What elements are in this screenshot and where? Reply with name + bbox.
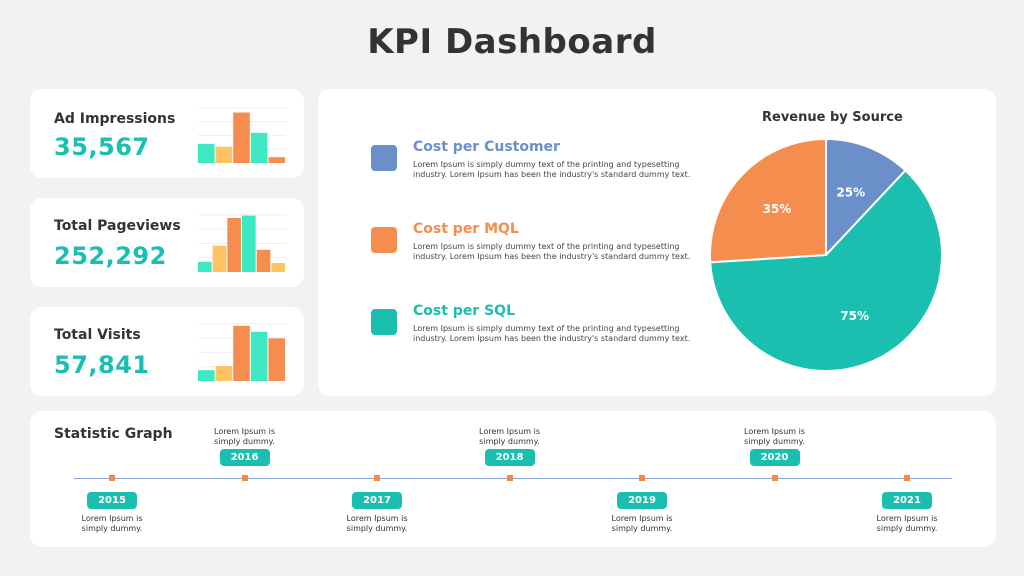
mini-chart-bar [256, 249, 271, 272]
timeline-note: Lorem Ipsum is simply dummy. [744, 427, 805, 446]
kpi-value: 35,567 [54, 133, 150, 161]
mini-chart-bar [233, 325, 250, 381]
kpi-value: 252,292 [54, 242, 167, 270]
timeline-year-badge: 2017 [352, 492, 402, 509]
mini-chart-bar [271, 263, 285, 272]
mini-chart-bar [198, 370, 215, 381]
timeline-year-badge: 2020 [749, 449, 800, 466]
mini-bar-chart [198, 214, 286, 272]
mini-chart-bar [198, 261, 212, 272]
mini-bar-chart [198, 107, 286, 163]
timeline-marker [109, 475, 115, 481]
timeline-marker [904, 475, 910, 481]
kpi-value: 57,841 [54, 351, 150, 379]
legend-swatch-customer [371, 145, 397, 171]
timeline-marker [241, 475, 248, 481]
legend-desc-customer: Lorem Ipsum is simply dummy text of the … [413, 160, 691, 179]
kpi-card-ad-impressions: Ad Impressions 35,567 [30, 89, 304, 178]
statistic-card: Statistic Graph 2015 Lorem Ipsum is simpl… [30, 411, 996, 547]
timeline-marker [506, 475, 513, 481]
kpi-label: Total Visits [54, 327, 141, 343]
timeline-note: Lorem Ipsum is simply dummy. [479, 427, 540, 446]
mini-chart-bar [250, 331, 268, 381]
statistic-title: Statistic Graph [54, 426, 173, 442]
pie-chart: 25% 75% 35% [709, 137, 943, 372]
timeline-line [74, 478, 952, 479]
mini-chart-bar [215, 146, 233, 163]
timeline-note: Lorem Ipsum is simply dummy. [81, 514, 143, 533]
timeline-year-badge: 2016 [219, 449, 270, 466]
pie-slice-label: 75% [840, 309, 869, 323]
pie-slice [825, 137, 907, 258]
timeline-note: Lorem Ipsum is simply dummy. [611, 514, 673, 533]
timeline-year-badge: 2021 [882, 492, 932, 509]
pie-slice [709, 169, 943, 372]
mini-chart-bar [212, 245, 227, 272]
mini-chart-bar [250, 132, 268, 163]
mini-chart-bar [268, 338, 285, 381]
timeline-note: Lorem Ipsum is simply dummy. [346, 514, 408, 533]
legend-desc-sql: Lorem Ipsum is simply dummy text of the … [413, 324, 691, 343]
timeline-year-badge: 2015 [87, 492, 137, 509]
revenue-card: Cost per Customer Lorem Ipsum is simply … [318, 89, 996, 396]
mini-chart-bar [242, 215, 256, 272]
kpi-label: Ad Impressions [54, 111, 176, 127]
legend-title-customer: Cost per Customer [413, 139, 560, 155]
kpi-card-total-visits: Total Visits 57,841 [30, 307, 304, 396]
legend-swatch-sql [371, 309, 397, 335]
mini-chart-bar [198, 143, 215, 163]
mini-chart-bar [215, 366, 233, 381]
kpi-label: Total Pageviews [54, 218, 181, 234]
timeline-year-badge: 2019 [617, 492, 667, 509]
timeline-marker [639, 475, 645, 481]
page-title: KPI Dashboard [367, 22, 657, 62]
mini-chart-bar [233, 112, 250, 163]
mini-bar-chart [198, 323, 286, 381]
pie-slice-label: 25% [836, 185, 865, 199]
timeline: 2015 Lorem Ipsum is simply dummy. 2016 Lore… [30, 411, 996, 547]
timeline-note: Lorem Ipsum is simply dummy. [214, 427, 275, 446]
timeline-year-badge: 2018 [484, 449, 535, 466]
legend-swatch-mql [371, 227, 397, 253]
timeline-marker [771, 475, 778, 481]
kpi-card-total-pageviews: Total Pageviews 252,292 [30, 198, 304, 287]
timeline-note: Lorem Ipsum is simply dummy. [876, 514, 938, 533]
timeline-marker [374, 475, 380, 481]
mini-chart-bar [227, 218, 241, 272]
legend-title-sql: Cost per SQL [413, 303, 515, 319]
mini-chart-bar [268, 157, 285, 163]
pie-slice [709, 137, 827, 264]
pie-chart-title: Revenue by Source [762, 110, 903, 125]
pie-slice-label: 35% [763, 202, 792, 216]
legend-desc-mql: Lorem Ipsum is simply dummy text of the … [413, 242, 691, 261]
legend-title-mql: Cost per MQL [413, 221, 519, 237]
